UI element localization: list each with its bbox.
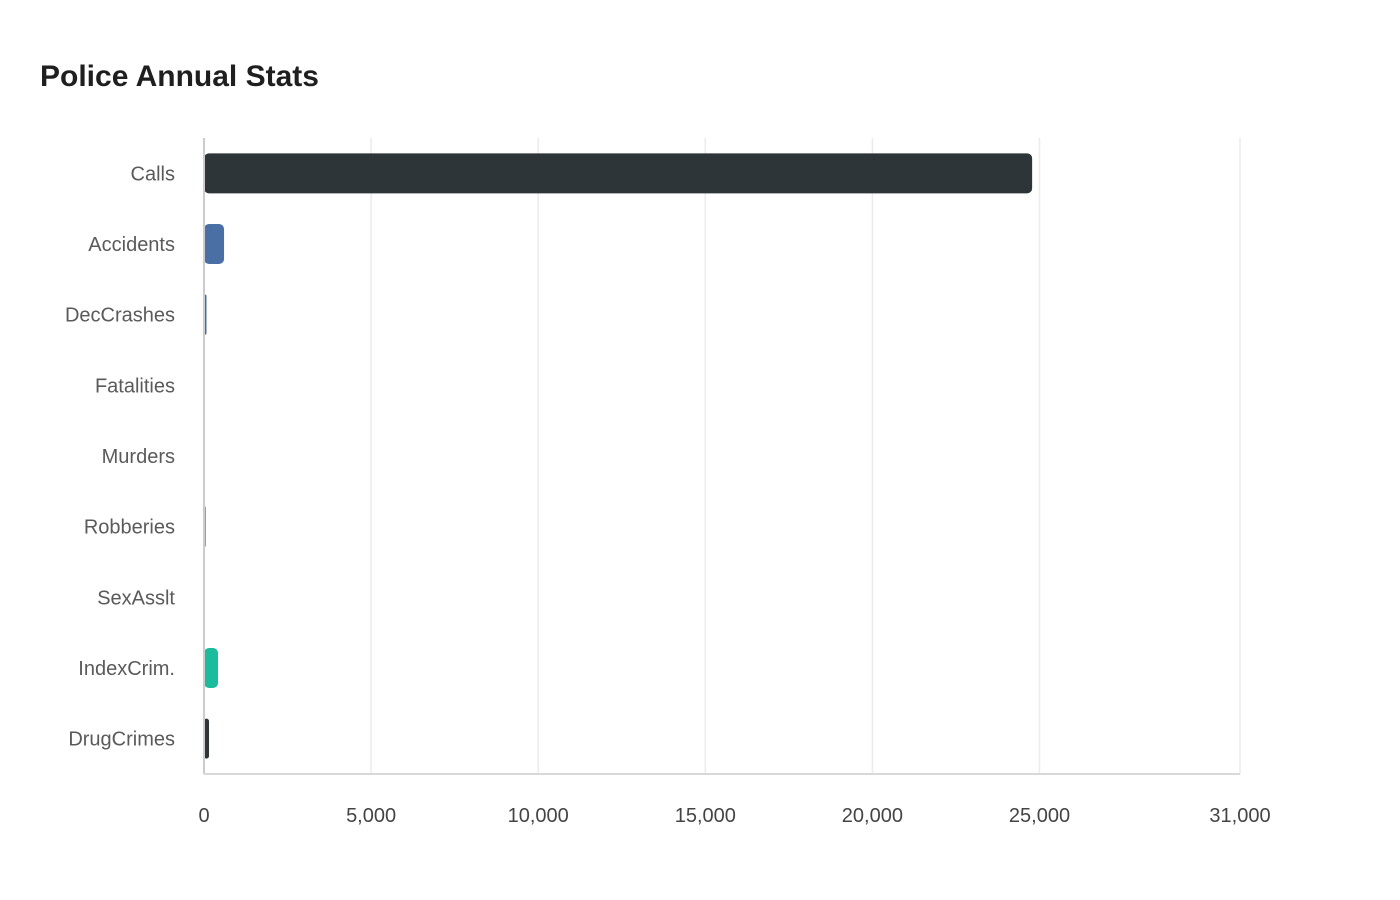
chart-title: Police Annual Stats (40, 60, 319, 93)
category-label: SexAsslt (97, 587, 175, 609)
labels: 0 5,000 10,000 15,000 20,000 25,000 31,000 Call… (65, 163, 1271, 827)
category-label: DecCrashes (65, 305, 175, 327)
x-tick-label: 31,000 (1209, 805, 1270, 827)
bar (204, 224, 225, 264)
category-label: Calls (131, 163, 175, 185)
category-label: Accidents (88, 234, 175, 256)
x-tick-label: 0 (198, 805, 209, 827)
category-label: IndexCrim. (78, 658, 175, 680)
bar (204, 648, 219, 688)
bars (204, 153, 1033, 759)
x-tick-label: 15,000 (675, 805, 736, 827)
x-tick-label: 25,000 (1009, 805, 1070, 827)
category-label: Robberies (84, 517, 175, 539)
x-tick-label: 5,000 (346, 805, 396, 827)
bar (204, 718, 210, 759)
x-tick-label: 20,000 (842, 805, 903, 827)
category-label: DrugCrimes (68, 729, 175, 751)
category-label: Murders (102, 446, 175, 468)
axes (203, 138, 1240, 775)
bar (204, 153, 1033, 194)
gridlines (370, 138, 1241, 774)
category-label: Fatalities (95, 375, 175, 397)
x-tick-label: 10,000 (508, 805, 569, 827)
